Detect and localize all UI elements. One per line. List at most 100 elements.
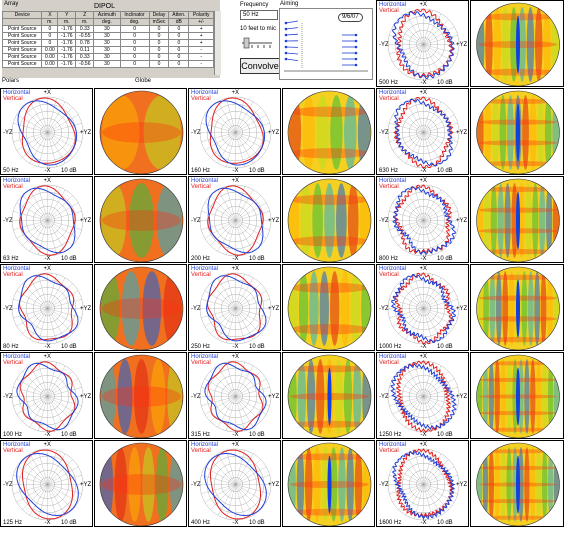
convolve-button[interactable]: Convolve	[240, 58, 280, 74]
axis-left-label: -YZ	[3, 305, 13, 312]
array-cell[interactable]: 0	[119, 46, 150, 54]
array-cell[interactable]: 0	[119, 25, 150, 33]
array-cell[interactable]: 0	[168, 53, 190, 61]
array-cell[interactable]: -	[188, 60, 214, 68]
frequency-label: 63 Hz	[3, 256, 19, 262]
array-col-header[interactable]: Azimuth	[93, 11, 121, 19]
array-cell[interactable]: 0	[119, 53, 150, 61]
array-cell[interactable]: 0	[148, 32, 170, 40]
array-cell[interactable]: Point Source	[1, 25, 43, 33]
array-row[interactable]: Point Source 0 -1.76 -0.55 30 0 0 0 +	[1, 32, 214, 40]
array-cell[interactable]: 30	[93, 60, 121, 68]
array-cell[interactable]: 0	[148, 60, 170, 68]
array-cell[interactable]: 0.33	[75, 53, 95, 61]
array-col-header[interactable]: Z	[75, 11, 95, 19]
array-col-header[interactable]: Inclinator	[119, 11, 150, 19]
axis-bottom-label: -X	[44, 432, 51, 438]
array-row[interactable]: Point Source 0 -1.76 0.33 30 0 0 0 +	[1, 25, 214, 33]
globe-plot	[470, 0, 564, 87]
array-cell[interactable]: Point Source	[1, 53, 43, 61]
frequency-input[interactable]: 50 Hz	[240, 10, 278, 20]
array-cell[interactable]: 0.78	[75, 39, 95, 47]
array-cell[interactable]: 0	[148, 25, 170, 33]
steps-label: 10 dB steps	[61, 344, 77, 350]
array-cell[interactable]: 0	[148, 46, 170, 54]
array-cell[interactable]: 0.11	[75, 46, 95, 54]
axis-top-label: +X	[231, 442, 240, 448]
array-cell[interactable]: -1.76	[57, 25, 77, 33]
array-cell[interactable]: +	[188, 32, 214, 40]
globe-plot	[282, 440, 375, 527]
array-cell[interactable]: 0	[119, 39, 150, 47]
array-cell[interactable]: 0	[168, 46, 190, 54]
array-row[interactable]: Point Source 0 -1.76 0.78 30 0 0 0 +	[1, 39, 214, 47]
steps-label: 10 dB steps	[437, 168, 453, 174]
array-cell[interactable]: -1.76	[57, 39, 77, 47]
axis-right-label: +YZ	[456, 481, 468, 488]
array-col-header[interactable]: Polarity	[188, 11, 214, 19]
array-table[interactable]: Device X Y Z Azimuth Inclinator Delay Atten. Pol…	[1, 11, 214, 68]
array-cell[interactable]: 0	[119, 60, 150, 68]
distance-slider[interactable]	[240, 36, 274, 50]
array-cell[interactable]: 0.00	[41, 53, 59, 61]
array-cell[interactable]: 0	[148, 53, 170, 61]
array-cell[interactable]: 0	[41, 39, 59, 47]
legend-horizontal: Horizontal	[191, 266, 219, 272]
frequency-label: 50 Hz	[3, 168, 19, 174]
legend-vertical: Vertical	[379, 8, 399, 14]
array-cell[interactable]: -0.56	[75, 60, 95, 68]
array-cell[interactable]: 30	[93, 46, 121, 54]
array-cell[interactable]: 0	[41, 25, 59, 33]
array-cell[interactable]: 0	[168, 39, 190, 47]
array-cell[interactable]: Point Source	[1, 39, 43, 47]
array-cell[interactable]: 0	[168, 32, 190, 40]
array-cell[interactable]: -	[188, 53, 214, 61]
legend-vertical: Vertical	[191, 272, 211, 278]
axis-top-label: +X	[43, 90, 52, 96]
array-cell[interactable]: 30	[93, 53, 121, 61]
array-cell[interactable]: 0	[148, 39, 170, 47]
aiming-diagram[interactable]: 9/6/07	[279, 8, 373, 80]
array-col-header[interactable]: Atten.	[168, 11, 190, 19]
axis-top-label: +X	[43, 354, 52, 360]
array-cell[interactable]: 30	[93, 32, 121, 40]
array-cell[interactable]: 0.00	[41, 60, 59, 68]
array-cell[interactable]: +	[188, 25, 214, 33]
array-cell[interactable]: -1.76	[57, 46, 77, 54]
array-cell[interactable]: 0	[119, 32, 150, 40]
array-col-header[interactable]: Device	[1, 11, 43, 19]
array-row[interactable]: Point Source 0.00 -1.76 0.33 30 0 0 0-	[1, 53, 214, 61]
array-cell[interactable]: 0.33	[75, 25, 95, 33]
array-cell[interactable]: -1.76	[57, 53, 77, 61]
axis-top-label: +X	[43, 442, 52, 448]
array-cell[interactable]: 0	[41, 32, 59, 40]
globe-label: Globe	[135, 78, 152, 84]
legend-horizontal: Horizontal	[379, 178, 407, 184]
array-cell[interactable]: 0	[168, 25, 190, 33]
array-cell[interactable]: +	[188, 39, 214, 47]
array-cell[interactable]: 30	[93, 39, 121, 47]
array-cell[interactable]: Point Source	[1, 60, 43, 68]
array-cell[interactable]: -1.76	[57, 32, 77, 40]
array-cell[interactable]: 0	[168, 60, 190, 68]
array-col-header[interactable]: Delay	[148, 11, 170, 19]
array-cell[interactable]: -1.76	[57, 60, 77, 68]
array-scrollbar[interactable]	[214, 11, 221, 75]
globe-plot	[94, 88, 187, 175]
array-cell[interactable]: 0.00	[41, 46, 59, 54]
polar-plot: Horizontal Vertical +X -X -YZ +YZ 160 Hz 10 dB …	[188, 88, 281, 175]
array-col-unit: m.	[75, 18, 95, 26]
axis-left-label: -YZ	[191, 305, 201, 312]
polar-plot: Horizontal Vertical +X -X -YZ +YZ 250 Hz 10 dB …	[188, 264, 281, 351]
array-col-header[interactable]: X	[41, 11, 59, 19]
array-col-header[interactable]: Y	[57, 11, 77, 19]
array-row[interactable]: Point Source 0.00 -1.76 -0.56 30 0 0 0-	[1, 60, 214, 68]
legend-horizontal: Horizontal	[3, 90, 31, 96]
array-cell[interactable]: Point Source	[1, 46, 43, 54]
array-cell[interactable]: -0.55	[75, 32, 95, 40]
globe-plot	[282, 352, 375, 439]
array-row[interactable]: Point Source 0.00 -1.76 0.11 30 0 0 0-	[1, 46, 214, 54]
array-cell[interactable]: Point Source	[1, 32, 43, 40]
array-cell[interactable]: -	[188, 46, 214, 54]
array-cell[interactable]: 30	[93, 25, 121, 33]
